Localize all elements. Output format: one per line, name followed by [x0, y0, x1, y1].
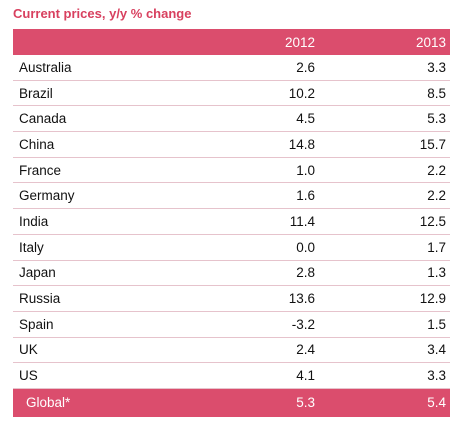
- country-cell: US: [19, 368, 38, 384]
- table-row: China 14.8 15.7: [13, 132, 450, 158]
- country-cell: Japan: [19, 265, 56, 281]
- country-cell: France: [19, 162, 62, 178]
- country-cell: Canada: [19, 111, 67, 127]
- header-2012: 2012: [284, 34, 315, 50]
- value-2012-cell: 2.4: [296, 342, 315, 358]
- value-2012-cell: 4.5: [296, 111, 315, 127]
- value-2012-cell: 1.6: [296, 188, 315, 204]
- value-2012-cell: 2.6: [296, 59, 315, 75]
- country-cell: Germany: [19, 188, 75, 204]
- country-cell: Brazil: [19, 85, 53, 101]
- country-cell: Spain: [19, 316, 54, 332]
- total-value-2012: 5.3: [296, 395, 315, 411]
- country-cell: Australia: [19, 59, 72, 75]
- value-2013-cell: 3.3: [427, 59, 446, 75]
- value-2013-cell: 3.4: [427, 342, 446, 358]
- chart-title: Current prices, y/y % change: [13, 6, 192, 21]
- table-row: Germany 1.6 2.2: [13, 183, 450, 210]
- header-2013: 2013: [415, 34, 446, 50]
- table-row: India 11.4 12.5: [13, 209, 450, 235]
- value-2013-cell: 8.5: [427, 85, 446, 101]
- table-row: Canada 4.5 5.3: [13, 106, 450, 133]
- value-2013-cell: 12.5: [419, 213, 446, 229]
- value-2012-cell: 10.2: [288, 85, 315, 101]
- value-2013-cell: 15.7: [419, 136, 446, 152]
- table-row: UK 2.4 3.4: [13, 338, 450, 364]
- value-2012-cell: 2.8: [296, 265, 315, 281]
- country-cell: India: [19, 213, 49, 229]
- value-2013-cell: 2.2: [427, 188, 446, 204]
- table-row: France 1.0 2.2: [13, 158, 450, 184]
- data-table: 2012 2013 Australia 2.6 3.3 Brazil 10.2 8.5 Ca…: [13, 29, 450, 417]
- table-body: Australia 2.6 3.3 Brazil 10.2 8.5 Canada 4.5 5.3…: [13, 55, 450, 389]
- value-2012-cell: 1.0: [296, 162, 315, 178]
- table-row: Russia 13.6 12.9: [13, 286, 450, 312]
- value-2013-cell: 5.3: [427, 111, 446, 127]
- value-2012-cell: 0.0: [296, 239, 315, 255]
- value-2013-cell: 2.2: [427, 162, 446, 178]
- table-row: Australia 2.6 3.3: [13, 55, 450, 81]
- value-2013-cell: 12.9: [419, 291, 446, 307]
- value-2012-cell: 11.4: [289, 213, 315, 229]
- country-cell: Russia: [19, 291, 61, 307]
- total-value-2013: 5.4: [427, 395, 446, 411]
- value-2012-cell: 14.8: [288, 136, 315, 152]
- country-cell: Italy: [19, 239, 44, 255]
- total-country: Global*: [26, 395, 71, 411]
- value-2012-cell: -3.2: [291, 316, 315, 332]
- value-2012-cell: 4.1: [296, 368, 315, 384]
- table-total-row: Global* 5.3 5.4: [13, 388, 450, 417]
- value-2013-cell: 3.3: [427, 368, 446, 384]
- table-header-row: 2012 2013: [13, 29, 450, 55]
- table-row: Brazil 10.2 8.5: [13, 81, 450, 107]
- table-row: Spain -3.2 1.5: [13, 312, 450, 338]
- value-2013-cell: 1.3: [427, 265, 446, 281]
- country-cell: China: [19, 136, 55, 152]
- country-cell: UK: [19, 342, 38, 358]
- table-row: Italy 0.0 1.7: [13, 235, 450, 261]
- table-row: US 4.1 3.3: [13, 363, 450, 389]
- value-2012-cell: 13.6: [288, 291, 315, 307]
- value-2013-cell: 1.7: [427, 239, 446, 255]
- value-2013-cell: 1.5: [427, 316, 446, 332]
- table-row: Japan 2.8 1.3: [13, 261, 450, 287]
